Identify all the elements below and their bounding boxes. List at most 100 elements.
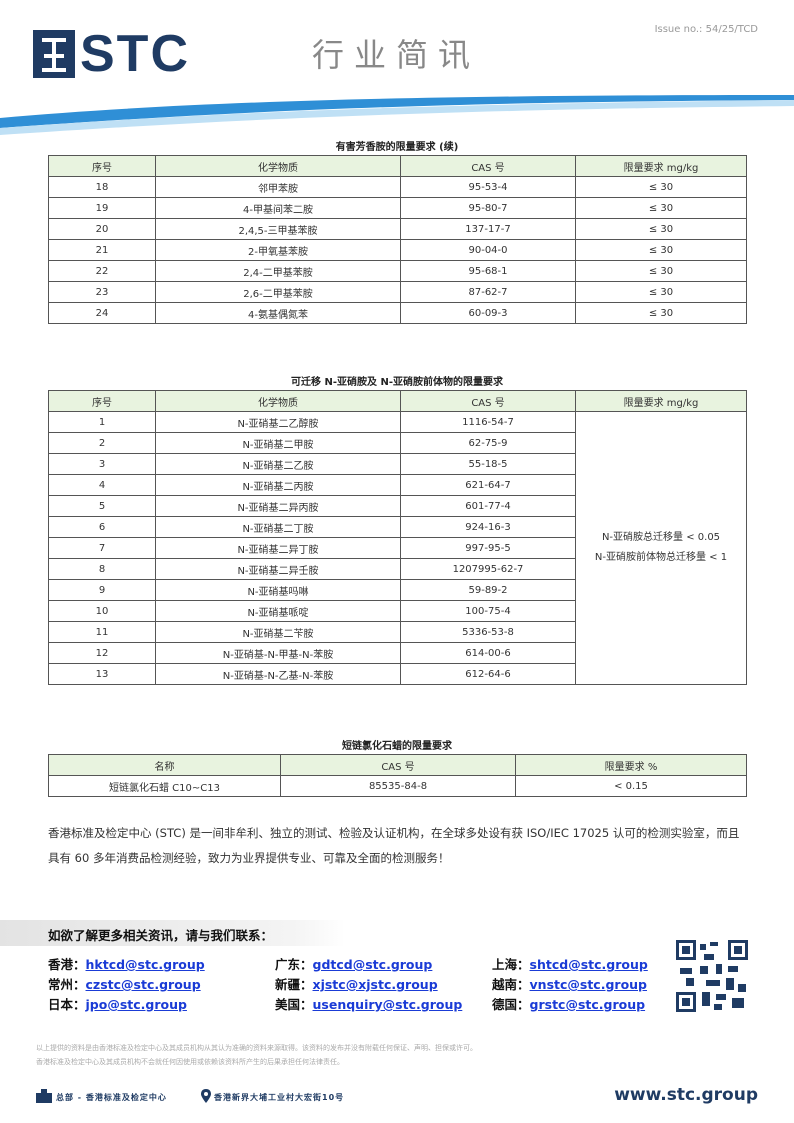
table-cell: 10	[48, 600, 156, 622]
table-row: 3 N-亚硝基二乙胺 55-18-5	[48, 453, 747, 475]
header-cell: 化学物质	[155, 390, 401, 412]
contact-email[interactable]: shtcd@stc.group	[529, 957, 648, 972]
contact-item: 上海：shtcd@stc.group	[492, 954, 648, 973]
table-cell: ≤ 30	[575, 197, 747, 219]
table-row: 7 N-亚硝基二异丁胺 997-95-5	[48, 537, 747, 559]
disclaimer: 以上提供的资料是由香港标准及检定中心及其成员机构从其认为准确的资料来源取得。该资…	[36, 1044, 477, 1052]
table-cell: 21	[48, 239, 156, 261]
table-row: 21 2-甲氧基苯胺 90-04-0 ≤ 30	[48, 239, 747, 261]
table-cell: 2	[48, 432, 156, 454]
table-cell: 11	[48, 621, 156, 643]
table-cell: 621-64-7	[400, 474, 576, 496]
header-cell: CAS 号	[400, 390, 576, 412]
table-cell: 997-95-5	[400, 537, 576, 559]
table-cell: 19	[48, 197, 156, 219]
limit-line: N-亚硝胺总迁移量 < 0.05	[601, 532, 721, 543]
table-row: 5 N-亚硝基二异丙胺 601-77-4	[48, 495, 747, 517]
header-art	[0, 30, 794, 135]
contact-item: 美国：usenquiry@stc.group	[275, 994, 462, 1013]
table-cell: 100-75-4	[400, 600, 576, 622]
table-row: 13 N-亚硝基-N-乙基-N-苯胺 612-64-6	[48, 663, 747, 685]
contact-email[interactable]: usenquiry@stc.group	[312, 997, 463, 1012]
table-cell: 5	[48, 495, 156, 517]
header-cell: 序号	[48, 390, 156, 412]
qr-code	[676, 940, 748, 1012]
contact-email[interactable]: czstc@stc.group	[85, 977, 201, 992]
table-cell: N-亚硝基二异丙胺	[155, 495, 401, 517]
pin-icon	[201, 1089, 211, 1103]
table-cell: 137-17-7	[400, 218, 576, 240]
table-cell: < 0.15	[515, 775, 747, 797]
table-row: 6 N-亚硝基二丁胺 924-16-3	[48, 516, 747, 538]
table-cell: 601-77-4	[400, 495, 576, 517]
table-cell: N-亚硝基二异壬胺	[155, 558, 401, 580]
table-row: 9 N-亚硝基吗啉 59-89-2	[48, 579, 747, 601]
logo-glyph	[42, 38, 66, 72]
table-cell: 924-16-3	[400, 516, 576, 538]
table-row: 12 N-亚硝基-N-甲基-N-苯胺 614-00-6	[48, 642, 747, 664]
table-row: 短链氯化石蜡 C10~C13 85535-84-8 < 0.15	[48, 775, 747, 797]
limit-cell: N-亚硝胺总迁移量 < 0.05 N-亚硝胺前体物总迁移量 < 1	[575, 411, 747, 685]
contact-region: 常州：	[48, 977, 86, 992]
header-row: 序号 化学物质 CAS 号限量要求 mg/kg	[48, 390, 747, 412]
table-cell: 22	[48, 260, 156, 282]
contact-item: 新疆：xjstc@xjstc.group	[275, 974, 438, 993]
header-cell: 限量要求 mg/kg	[575, 390, 747, 412]
contact-email[interactable]: vnstc@stc.group	[529, 977, 648, 992]
table-cell: ≤ 30	[575, 281, 747, 303]
footer-address: 香港新界大埔工业村大宏街10号	[214, 1093, 345, 1102]
table-cell: 59-89-2	[400, 579, 576, 601]
contact-email[interactable]: xjstc@xjstc.group	[312, 977, 438, 992]
contact-item: 日本：jpo@stc.group	[48, 994, 187, 1013]
table-cell: 24	[48, 302, 156, 324]
swoosh	[0, 95, 794, 128]
header-title: 行业简讯	[312, 36, 481, 74]
contact-item: 香港：hktcd@stc.group	[48, 954, 205, 973]
table-cell: N-亚硝基吗啉	[155, 579, 401, 601]
table-cell: N-亚硝基二丁胺	[155, 516, 401, 538]
table-cell: 90-04-0	[400, 239, 576, 261]
table-cell: 13	[48, 663, 156, 685]
contact-region: 香港：	[48, 957, 86, 972]
table-row: 8 N-亚硝基二异壬胺 1207995-62-7	[48, 558, 747, 580]
table-row: 23 2,6-二甲基苯胺 87-62-7 ≤ 30	[48, 281, 747, 303]
contact-region: 上海：	[492, 957, 530, 972]
table: 序号 化学物质 CAS 号限量要求 mg/kg 18 邻甲苯胺 95-53-4 ≤ 30 19…	[48, 155, 747, 324]
header-row: 名称 CAS 号限量要求 %	[48, 754, 747, 776]
table-cell: 20	[48, 218, 156, 240]
table-cell: 18	[48, 176, 156, 198]
table-cell: 85535-84-8	[280, 775, 516, 797]
table-cell: 短链氯化石蜡 C10~C13	[48, 775, 281, 797]
table-cell: N-亚硝基二乙胺	[155, 453, 401, 475]
header-row: 序号 化学物质 CAS 号限量要求 mg/kg	[48, 155, 747, 177]
table-row: 24 4-氨基偶氮苯 60-09-3 ≤ 30	[48, 302, 747, 324]
table-cell: 9	[48, 579, 156, 601]
logo-text: STC	[80, 25, 190, 83]
table-cell: 2,4,5-三甲基苯胺	[155, 218, 401, 240]
contact-item: 常州：czstc@stc.group	[48, 974, 201, 993]
table-row: 2 N-亚硝基二甲胺 62-75-9	[48, 432, 747, 454]
table-cell: ≤ 30	[575, 176, 747, 198]
contact-item: 越南：vnstc@stc.group	[492, 974, 647, 993]
building-icon	[36, 1089, 52, 1103]
header-cell: CAS 号	[400, 155, 576, 177]
table-cell: N-亚硝基二苄胺	[155, 621, 401, 643]
contact-email[interactable]: gdtcd@stc.group	[312, 957, 433, 972]
header-cell: CAS 号	[280, 754, 516, 776]
table-cell: N-亚硝基二甲胺	[155, 432, 401, 454]
contact-region: 新疆：	[275, 977, 313, 992]
table-cell: 23	[48, 281, 156, 303]
contact-email[interactable]: grstc@stc.group	[529, 997, 646, 1012]
contact-email[interactable]: jpo@stc.group	[85, 997, 187, 1012]
table: 序号 化学物质 CAS 号限量要求 mg/kg 1 N-亚硝基二乙醇胺 1116-54-7…	[48, 390, 747, 685]
contact-item: 广东：gdtcd@stc.group	[275, 954, 432, 973]
table-cell: 4-氨基偶氮苯	[155, 302, 401, 324]
contact-email[interactable]: hktcd@stc.group	[85, 957, 205, 972]
contact-heading: 如欲了解更多相关资讯，请与我们联系：	[48, 928, 274, 943]
table-cell: 2,4-二甲基苯胺	[155, 260, 401, 282]
table: 名称 CAS 号限量要求 % 短链氯化石蜡 C10~C13 85535-84-8 < 0…	[48, 754, 747, 797]
table-cell: ≤ 30	[575, 260, 747, 282]
table-cell: 95-68-1	[400, 260, 576, 282]
table-cell: 3	[48, 453, 156, 475]
contact-region: 美国：	[275, 997, 313, 1012]
